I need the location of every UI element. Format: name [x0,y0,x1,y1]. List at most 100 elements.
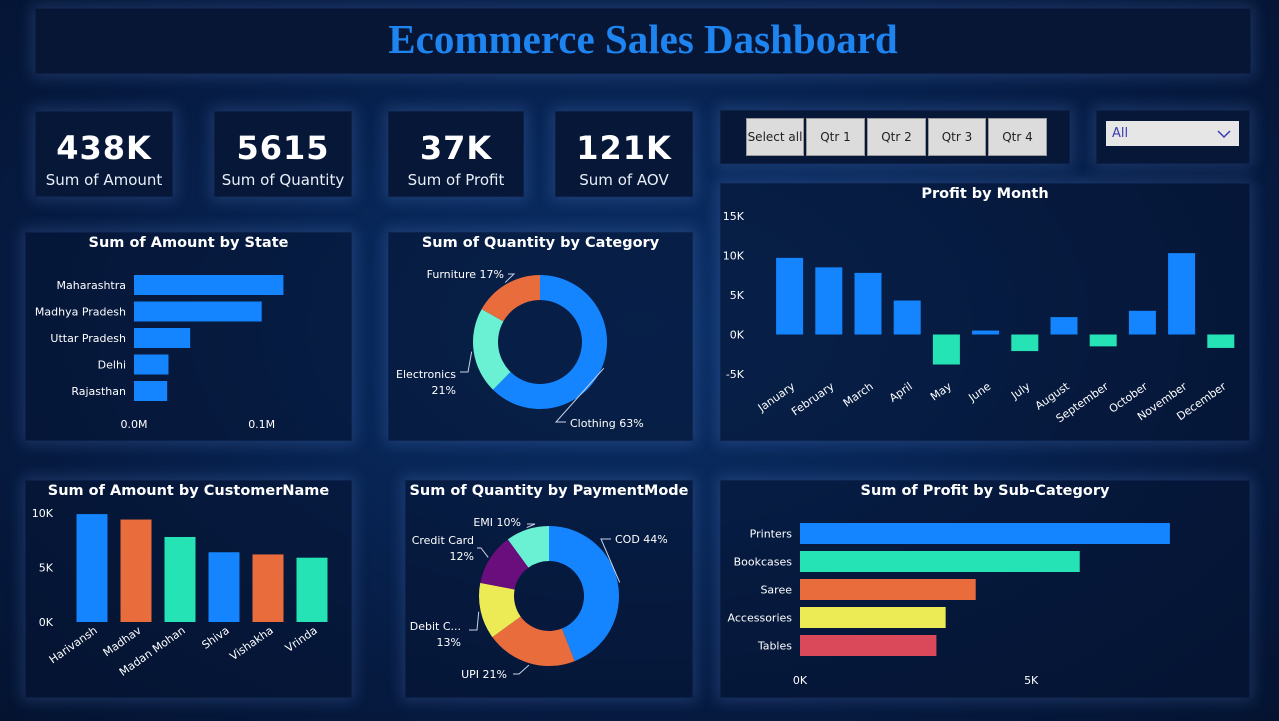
leader-line [469,611,480,631]
slice-label: 21% [432,384,456,397]
chart-title: Sum of Quantity by Category [421,235,660,251]
leader-line [504,273,516,283]
dashboard-title-bar: Ecommerce Sales Dashboard [35,8,1251,74]
month-bar [1168,253,1196,335]
month-bar [1050,317,1078,335]
leader-line [554,367,605,423]
subcategory-label: Bookcases [734,556,793,569]
chevron-down-icon [1217,130,1231,139]
donut-slice [507,526,549,568]
leader-line [477,547,489,558]
kpi-label: Sum of AOV [579,171,669,189]
month-bar [1011,334,1039,352]
month-bar [932,334,960,365]
slicer-button-qtr1[interactable]: Qtr 1 [806,118,865,156]
slicer-button-qtr4[interactable]: Qtr 4 [988,118,1047,156]
x-tick-label: 0.0M [121,418,148,431]
month-bar [1207,334,1235,348]
kpi-label: Sum of Amount [45,171,163,189]
state-label: Rajasthan [71,385,126,398]
x-tick-label: June [965,380,993,405]
slicer-button-qtr3[interactable]: Qtr 3 [928,118,986,156]
month-bar [1128,310,1156,335]
chart-title: Profit by Month [921,186,1049,202]
x-tick-label: February [789,380,837,419]
x-tick-label: 5K [1024,674,1039,687]
chart-profit-by-subcategory: Sum of Profit by Sub-Category Printers Bo… [720,480,1250,698]
month-bar [1089,334,1117,347]
x-tick-label: 0K [793,674,808,687]
customer-bar [76,514,108,622]
kpi-card-amount: 438K Sum of Amount [35,111,173,197]
chart-quantity-by-paymentmode: Sum of Quantity by PaymentMode COD 44% UP… [405,480,693,698]
subcategory-bar [800,607,946,628]
chart-amount-by-customer: Sum of Amount by CustomerName 10K 5K 0K Har… [25,480,352,698]
kpi-card-profit: 37K Sum of Profit [388,111,524,197]
subcategory-label: Saree [760,584,792,597]
slicer-button-select-all[interactable]: Select all [746,118,804,156]
y-tick-label: 15K [723,210,745,223]
leader-line [460,351,473,373]
kpi-label: Sum of Profit [407,171,505,189]
subcategory-label: Printers [750,528,793,541]
kpi-value: 37K [419,129,493,167]
chart-svg: Clothing 63% Electronics 21% Furniture 17% [396,268,644,430]
dropdown-value: All [1112,126,1129,141]
slice-label: 12% [450,550,474,563]
state-bar [134,275,284,295]
kpi-value: 5615 [236,129,330,167]
slice-label: Debit C... [410,620,461,633]
kpi-card-aov: 121K Sum of AOV [555,111,693,197]
slice-label: EMI 10% [473,516,521,529]
x-tick-label: 0.1M [248,418,275,431]
x-tick-label: Shiva [199,624,231,652]
customer-bar [164,536,196,622]
x-tick-label: March [841,380,876,410]
chart-amount-by-state: Sum of Amount by State Maharashtra Madhya… [25,232,352,441]
donut-slice [549,526,619,662]
donut-slice [473,309,511,390]
kpi-label: Sum of Quantity [221,171,345,189]
subcategory-bar [800,523,1170,544]
state-bar [134,381,168,401]
month-bar [776,257,804,335]
filter-dropdown[interactable]: All [1106,121,1239,146]
state-bar [134,301,262,322]
chart-title: Sum of Quantity by PaymentMode [409,483,689,499]
donut-slice [480,539,529,590]
donut-slice [479,582,521,638]
subcategory-label: Tables [757,640,792,653]
customer-bar [120,519,152,622]
subcategory-bar [800,551,1080,572]
x-tick-label: July [1008,380,1033,403]
slice-label: Furniture 17% [427,268,504,281]
chart-quantity-by-category: Sum of Quantity by Category Clothing 63%… [388,232,693,441]
kpi-value: 121K [576,129,672,167]
slicer-button-qtr2[interactable]: Qtr 2 [867,118,926,156]
customer-bar [208,552,240,622]
x-tick-label: May [928,380,954,404]
chart-svg: Maharashtra Madhya Pradesh Uttar Pradesh De… [35,275,284,431]
state-label: Maharashtra [57,279,127,292]
customer-bar [296,557,328,622]
donut-slice [492,275,607,409]
month-bar [815,267,843,335]
customer-bar [252,554,284,622]
state-label: Uttar Pradesh [50,332,126,345]
dashboard-title: Ecommerce Sales Dashboard [388,16,898,62]
leader-line [526,523,536,528]
month-bar [972,330,1000,335]
x-tick-label: Vishakha [227,624,275,663]
state-label: Delhi [98,359,126,372]
slice-label: Clothing 63% [570,417,644,430]
kpi-value: 438K [56,129,152,167]
y-tick-label: 5K [730,289,745,302]
month-bar [854,272,882,335]
y-tick-label: 10K [723,250,745,263]
subcategory-label: Accessories [728,612,793,625]
y-tick-label: 10K [32,507,54,520]
chart-title: Sum of Profit by Sub-Category [860,483,1110,499]
leader-line [513,664,530,675]
slice-label: Credit Card [412,534,474,547]
chart-title: Sum of Amount by State [88,235,289,251]
